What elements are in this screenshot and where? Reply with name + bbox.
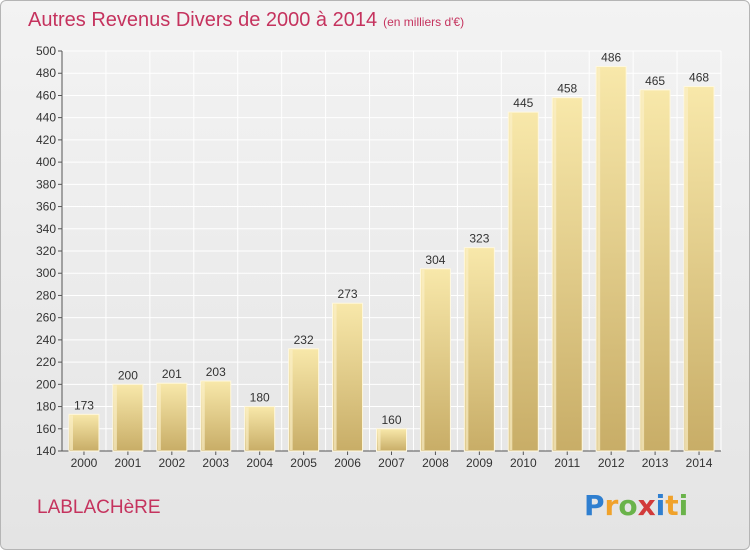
bar[interactable] [288, 348, 320, 452]
bar-highlight [289, 349, 293, 450]
x-tick-label: 2001 [115, 456, 142, 470]
y-tick-label: 380 [36, 177, 56, 191]
bars [68, 66, 715, 452]
bar[interactable] [376, 428, 407, 452]
bar[interactable] [463, 247, 495, 452]
logo-letter: r [604, 489, 619, 522]
bar-highlight [245, 407, 249, 450]
bar-highlight [69, 415, 73, 450]
data-label: 180 [250, 391, 270, 405]
y-tick-label: 280 [36, 288, 56, 302]
x-tick-label: 2008 [422, 456, 449, 470]
chart-title-text: Autres Revenus Divers de 2000 à 2014 [28, 9, 378, 31]
data-label: 304 [425, 253, 445, 267]
x-tick-label: 2010 [510, 456, 537, 470]
bar-highlight [641, 90, 645, 450]
logo-letter: i [678, 489, 689, 522]
bar[interactable] [683, 86, 715, 452]
city-name: LABLACHèRE [37, 497, 161, 518]
y-tick-label: 420 [36, 133, 56, 147]
bar-highlight [685, 87, 689, 451]
bar[interactable] [507, 111, 539, 452]
x-tick-label: 2000 [71, 456, 98, 470]
bar[interactable] [595, 66, 627, 452]
logo-letter: o [618, 489, 638, 522]
data-label: 323 [469, 232, 489, 246]
y-tick-label: 360 [36, 200, 56, 214]
bar-highlight [377, 429, 381, 450]
proxiti-logo[interactable]: Proxiti [584, 489, 688, 522]
bar-highlight [201, 382, 205, 450]
data-label: 201 [162, 367, 182, 381]
bar-highlight [333, 304, 337, 450]
bar-highlight [113, 385, 117, 450]
x-tick-label: 2013 [642, 456, 669, 470]
logo-letter: x [637, 489, 656, 522]
x-tick-label: 2006 [334, 456, 361, 470]
bar-highlight [421, 269, 425, 450]
x-tick-label: 2007 [378, 456, 405, 470]
logo-letter: i [655, 489, 666, 522]
data-label: 465 [645, 74, 665, 88]
x-tick-label: 2009 [466, 456, 493, 470]
logo-letter: P [584, 489, 605, 522]
x-tick-label: 2012 [598, 456, 625, 470]
bar-highlight [157, 384, 161, 450]
axes: 140 160 180 200 220 240 260 280 300 320 340 360 380 4… [36, 44, 721, 470]
y-tick-label: 200 [36, 377, 56, 391]
bar-highlight [597, 67, 601, 451]
y-tick-label: 440 [36, 111, 56, 125]
y-tick-label: 400 [36, 155, 56, 169]
y-tick-label: 140 [36, 444, 56, 458]
bar-highlight [509, 113, 513, 450]
logo-letter: t [665, 489, 679, 522]
y-tick-label: 240 [36, 333, 56, 347]
bar[interactable] [156, 382, 188, 452]
bar[interactable] [112, 383, 144, 452]
y-tick-label: 260 [36, 311, 56, 325]
bar[interactable] [244, 406, 276, 452]
x-tick-label: 2003 [202, 456, 229, 470]
data-label: 445 [513, 96, 533, 110]
bar-highlight [553, 98, 557, 451]
data-label: 200 [118, 368, 138, 382]
y-tick-label: 340 [36, 222, 56, 236]
y-tick-label: 460 [36, 88, 56, 102]
bar[interactable] [639, 89, 671, 452]
chart-title: Autres Revenus Divers de 2000 à 2014 (en … [28, 9, 464, 32]
bar[interactable] [419, 268, 451, 452]
data-label: 468 [689, 71, 709, 85]
x-tick-label: 2005 [290, 456, 317, 470]
y-tick-label: 320 [36, 244, 56, 258]
data-label: 203 [206, 365, 226, 379]
bar[interactable] [200, 380, 232, 452]
bar[interactable] [551, 97, 583, 452]
data-label: 273 [338, 287, 358, 301]
chart-subtitle: (en milliers d'€) [383, 15, 465, 29]
bar-highlight [465, 248, 469, 450]
x-tick-label: 2002 [158, 456, 185, 470]
data-label: 458 [557, 82, 577, 96]
bar[interactable] [68, 413, 100, 452]
data-label: 160 [381, 413, 401, 427]
data-label: 232 [294, 333, 314, 347]
y-tick-label: 300 [36, 266, 56, 280]
x-tick-label: 2004 [246, 456, 273, 470]
y-tick-label: 180 [36, 400, 56, 414]
x-tick-label: 2014 [686, 456, 713, 470]
y-tick-label: 480 [36, 66, 56, 80]
data-label: 486 [601, 51, 621, 65]
bar[interactable] [332, 302, 364, 452]
y-tick-label: 220 [36, 355, 56, 369]
data-labels: 173 200 201 203 180 232 273 160 304 323 445 458 486 4… [74, 51, 709, 427]
y-tick-label: 160 [36, 422, 56, 436]
x-tick-label: 2011 [554, 456, 580, 470]
data-label: 173 [74, 398, 94, 412]
y-tick-label: 500 [36, 44, 56, 58]
